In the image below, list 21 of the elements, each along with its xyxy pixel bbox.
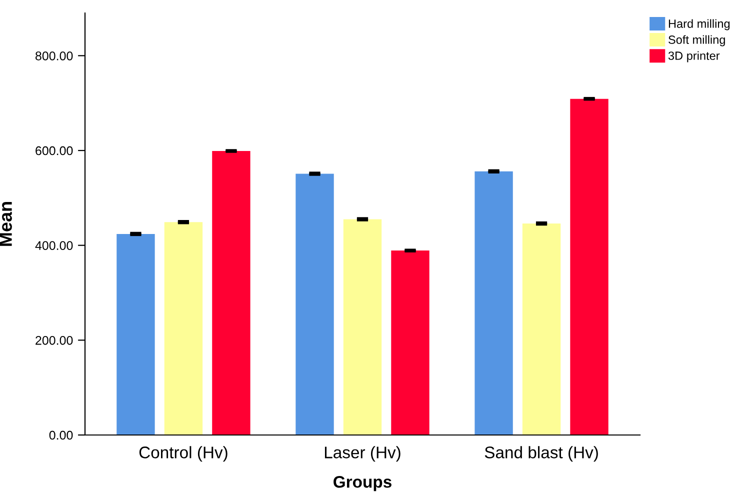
- legend-label: 3D printer: [668, 51, 720, 62]
- bar: [522, 224, 561, 435]
- x-axis-title: Groups: [334, 476, 392, 492]
- bar: [296, 174, 334, 435]
- bar: [570, 98, 608, 435]
- bar: [343, 219, 382, 435]
- bar: [164, 222, 203, 435]
- x-tick-label: Control (Hv): [139, 446, 228, 462]
- legend-label: Soft milling: [668, 35, 725, 46]
- bar: [212, 150, 250, 435]
- bar: [116, 234, 155, 435]
- y-tick-label: 400.00: [35, 241, 73, 250]
- y-tick-label: 200.00: [36, 336, 73, 345]
- legend-label: Hard milling: [668, 19, 730, 30]
- x-tick-label: Laser (Hv): [324, 446, 400, 462]
- y-tick-label: 800.00: [36, 51, 73, 60]
- y-tick-label: 600.00: [36, 146, 73, 156]
- bar: [391, 250, 430, 435]
- bar: [474, 171, 513, 435]
- x-tick-label: Sand blast (Hv): [484, 446, 598, 462]
- y-tick-label: 0.00: [49, 430, 73, 440]
